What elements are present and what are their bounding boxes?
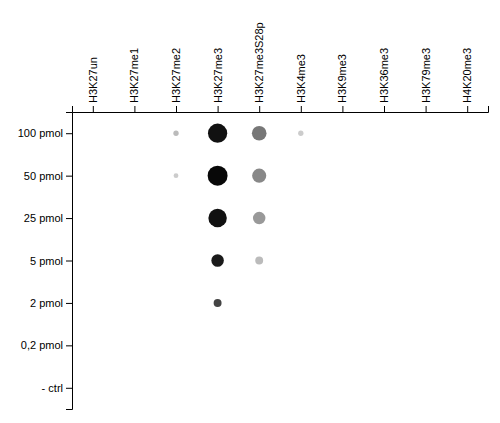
y-axis: 100 pmol 50 pmol 25 pmol 5 pmol 2 pmol 0,2 pm…: [18, 113, 73, 410]
x-axis-line: [73, 106, 489, 113]
y-tick-mark: [66, 388, 72, 389]
y-tick-mark: [66, 345, 72, 346]
plot: H3K27un H3K27me1 H3K27me2 H3K27me3 H3K27me3S…: [18, 22, 489, 409]
dot: [252, 126, 267, 141]
x-tick-mark: [301, 106, 302, 112]
dot: [298, 131, 303, 136]
y-tick-mark: [66, 176, 72, 177]
y-tick: 5 pmol: [30, 255, 72, 267]
x-tick-label: H3K27un: [87, 57, 99, 103]
x-tick: H3K36me3: [378, 48, 390, 112]
y-tick-label: 2 pmol: [30, 297, 63, 309]
y-tick-label: 25 pmol: [24, 212, 63, 224]
x-tick: H3K27me2: [170, 48, 182, 112]
y-tick: - ctrl: [42, 382, 72, 394]
x-tick-label: H3K36me3: [378, 48, 390, 103]
y-tick: 0,2 pmol: [21, 339, 72, 351]
x-tick-label: H3K27me3: [212, 48, 224, 103]
y-tick: 25 pmol: [24, 212, 72, 224]
y-axis-line: [66, 113, 73, 410]
x-tick-mark: [259, 106, 260, 112]
x-tick-mark: [342, 106, 343, 112]
x-tick-mark: [176, 106, 177, 112]
y-tick: 2 pmol: [30, 297, 72, 309]
y-tick-label: 100 pmol: [18, 127, 63, 139]
y-tick-mark: [66, 303, 72, 304]
x-tick-mark: [426, 106, 427, 112]
y-tick-mark: [66, 261, 72, 262]
y-tick-label: 0,2 pmol: [21, 339, 63, 351]
x-tick-mark: [384, 106, 385, 112]
x-tick-label: H3K27me2: [170, 48, 182, 103]
x-tick: H3K4me3: [295, 54, 307, 112]
x-tick: H3K27me3S28p: [253, 22, 265, 112]
dot: [174, 173, 179, 178]
x-tick-label: H4K20me3: [461, 48, 473, 103]
x-tick-mark: [218, 106, 219, 112]
dot: [255, 257, 263, 265]
y-tick: 50 pmol: [24, 170, 72, 182]
chart: H3K27un H3K27me1 H3K27me2 H3K27me3 H3K27me3S…: [0, 0, 500, 423]
y-tick: 100 pmol: [18, 127, 72, 139]
y-tick-label: - ctrl: [42, 382, 63, 394]
x-tick-label: H3K27me3S28p: [253, 22, 265, 103]
x-tick-mark: [467, 106, 468, 112]
x-tick-label: H3K4me3: [295, 54, 307, 103]
y-tick-label: 50 pmol: [24, 170, 63, 182]
y-tick-mark: [66, 133, 72, 134]
x-tick: H3K79me3: [420, 48, 432, 112]
dot: [252, 169, 266, 183]
x-tick-label: H3K79me3: [420, 48, 432, 103]
x-tick: H3K27un: [87, 57, 99, 112]
x-tick-label: H3K27me1: [128, 48, 140, 103]
dot: [214, 299, 222, 307]
dot: [211, 254, 224, 267]
y-tick-mark: [66, 218, 72, 219]
y-tick-label: 5 pmol: [30, 255, 63, 267]
dot: [208, 166, 228, 186]
x-tick: H3K27me1: [128, 48, 140, 112]
x-tick: H3K27me3: [212, 48, 224, 112]
x-tick-mark: [93, 106, 94, 112]
dot: [173, 131, 178, 136]
dot: [208, 124, 227, 143]
x-tick-mark: [134, 106, 135, 112]
x-tick-label: H3K9me3: [336, 54, 348, 103]
x-axis: H3K27un H3K27me1 H3K27me2 H3K27me3 H3K27me3S…: [73, 22, 489, 112]
dot: [208, 209, 226, 227]
dots: [173, 124, 303, 307]
x-tick: H4K20me3: [461, 48, 473, 112]
x-tick: H3K9me3: [336, 54, 348, 112]
dot: [253, 212, 266, 225]
